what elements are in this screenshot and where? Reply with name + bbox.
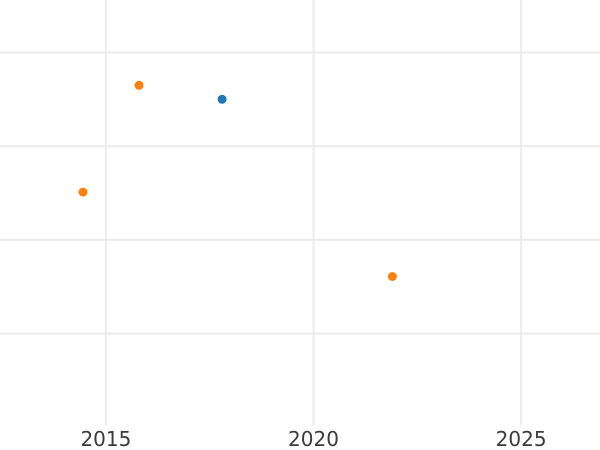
x-tick-label: 2025 [496,427,547,450]
scatter-point-blue[interactable] [217,94,227,104]
x-tick-label: 2015 [80,427,131,450]
scatter-point-orange[interactable] [134,80,144,90]
scatter-point-orange[interactable] [78,187,88,197]
x-tick-label: 2020 [288,427,339,450]
scatter-point-orange[interactable] [387,272,397,281]
